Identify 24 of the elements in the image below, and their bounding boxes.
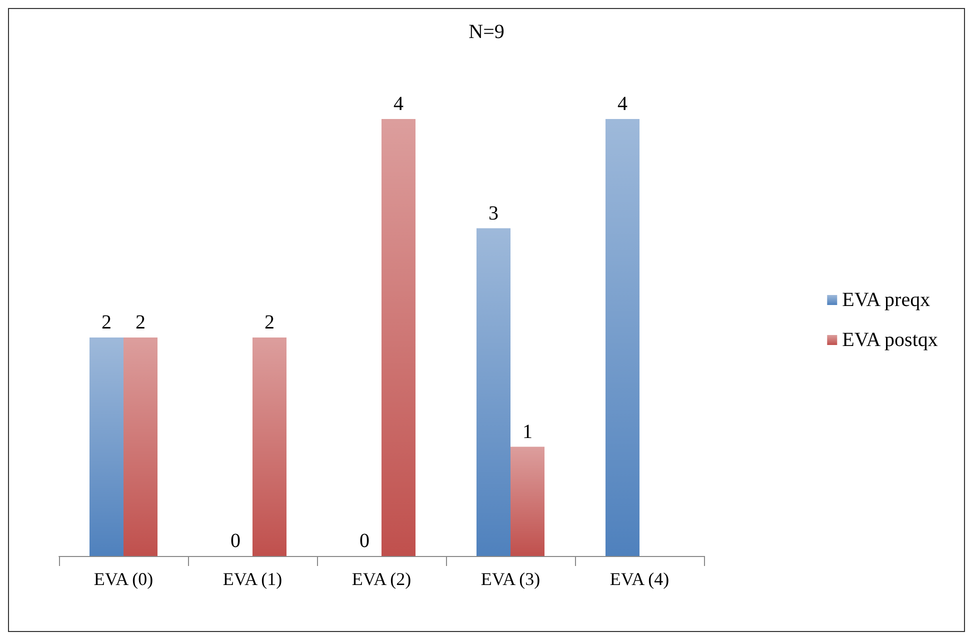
bar <box>124 338 158 556</box>
bar <box>90 338 124 556</box>
bar <box>606 119 640 556</box>
legend-label: EVA postqx <box>842 329 938 351</box>
data-label: 4 <box>618 93 628 115</box>
data-label: 2 <box>102 312 112 334</box>
data-label: 0 <box>230 530 240 552</box>
legend-label: EVA preqx <box>842 289 930 311</box>
data-label: 0 <box>360 530 370 552</box>
bar <box>252 338 286 556</box>
data-label: 2 <box>264 312 274 334</box>
data-label: 2 <box>136 312 146 334</box>
data-label: 1 <box>522 420 532 443</box>
bar <box>382 119 416 556</box>
data-label: 4 <box>394 93 404 115</box>
x-tick-label: EVA (2) <box>352 569 412 589</box>
x-tick-label: EVA (4) <box>610 569 670 589</box>
x-tick-label: EVA (0) <box>94 569 154 589</box>
data-label: 3 <box>488 202 498 224</box>
bar <box>476 228 510 556</box>
x-tick-label: EVA (3) <box>480 569 540 589</box>
chart-title: N=9 <box>468 21 504 43</box>
bar <box>510 446 544 556</box>
x-tick-label: EVA (1) <box>222 569 282 589</box>
